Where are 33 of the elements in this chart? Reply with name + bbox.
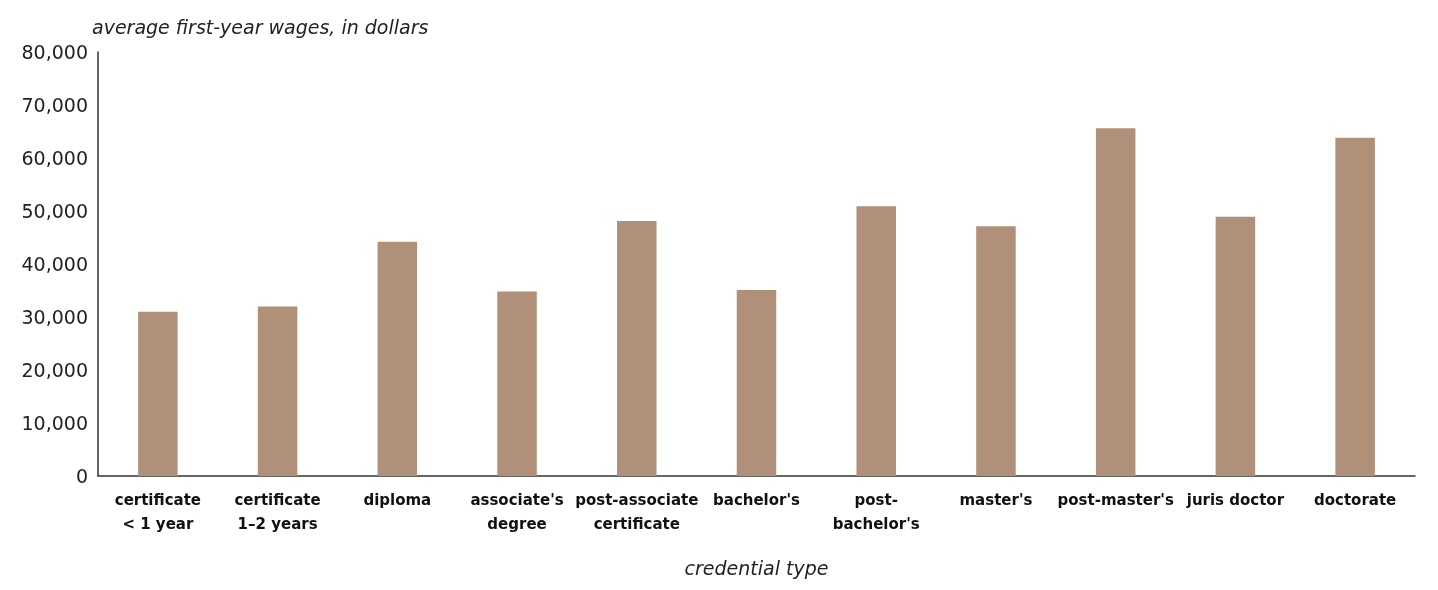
bar <box>1095 128 1136 476</box>
bar <box>976 226 1016 476</box>
y-tick-label: 50,000 <box>21 200 88 222</box>
bar <box>617 221 657 476</box>
x-tick-label: post-associate certificate <box>575 491 699 533</box>
y-tick-label: 0 <box>75 465 88 487</box>
x-tick-label: certificate < 1 year <box>114 491 201 533</box>
bar <box>736 289 777 476</box>
y-tick-label: 20,000 <box>21 359 88 381</box>
y-tick-label: 70,000 <box>21 94 88 116</box>
x-tick-label: associate's degree <box>470 491 564 533</box>
bar <box>138 311 178 476</box>
x-tick-label: certificate 1–2 years <box>234 491 321 533</box>
bar <box>497 291 537 476</box>
bar <box>1215 216 1256 476</box>
y-tick-label: 30,000 <box>21 306 88 328</box>
y-axis-title: average first-year wages, in dollars <box>92 15 429 38</box>
x-tick-label: post-master's <box>1057 491 1174 509</box>
y-tick-label: 60,000 <box>21 147 88 169</box>
y-tick-label: 10,000 <box>21 412 88 434</box>
x-tick-label: diploma <box>363 491 432 509</box>
y-tick-label: 80,000 <box>21 41 88 63</box>
x-tick-label: post-bachelor's <box>832 491 920 533</box>
bar <box>257 306 298 476</box>
bar <box>377 241 418 476</box>
bar <box>856 206 896 476</box>
y-tick-label: 40,000 <box>21 253 88 275</box>
x-axis-title: credential type <box>684 556 829 579</box>
x-tick-label: bachelor's <box>713 491 801 509</box>
x-tick-label: master's <box>959 491 1033 509</box>
x-tick-label: juris doctor <box>1185 491 1285 509</box>
bar <box>1335 137 1375 476</box>
x-tick-label: doctorate <box>1314 491 1397 509</box>
